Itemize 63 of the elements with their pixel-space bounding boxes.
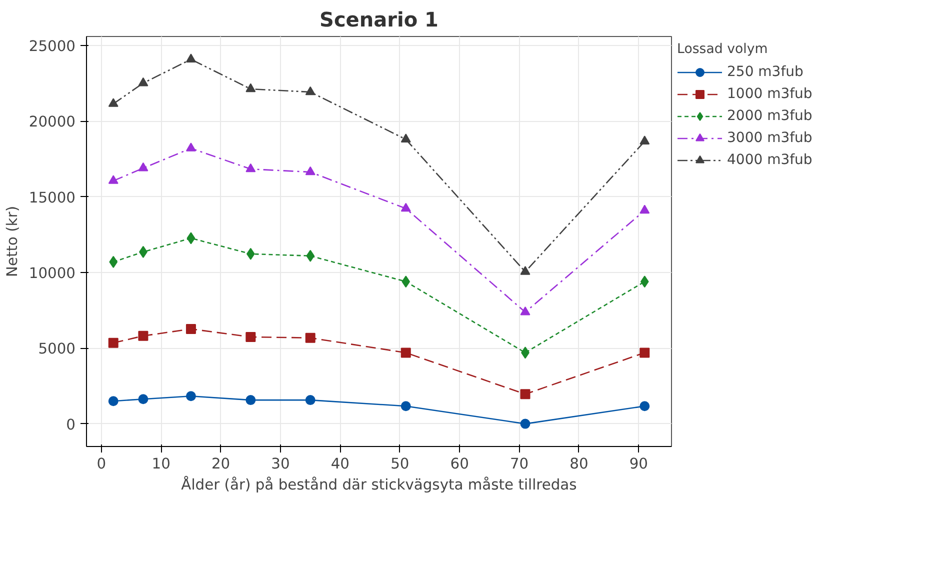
y-tick-label: 10000 bbox=[28, 265, 76, 282]
point bbox=[246, 332, 256, 342]
point bbox=[108, 175, 118, 184]
point bbox=[246, 248, 255, 260]
x-tick-label: 90 bbox=[629, 456, 648, 472]
point bbox=[305, 86, 316, 96]
legend-title: Lossad volym bbox=[677, 42, 769, 57]
point bbox=[246, 163, 256, 172]
point bbox=[246, 395, 256, 406]
y-tick-label: 20000 bbox=[28, 114, 76, 131]
x-tick-label: 50 bbox=[390, 456, 410, 472]
x-tick-label: 60 bbox=[450, 456, 469, 472]
point bbox=[305, 395, 316, 406]
x-tick-label: 40 bbox=[330, 456, 350, 472]
point bbox=[305, 166, 316, 176]
x-tick-label: 0 bbox=[96, 456, 106, 472]
point bbox=[640, 204, 650, 214]
point bbox=[138, 394, 148, 404]
legend-label: 3000 m3fub bbox=[727, 130, 812, 146]
point bbox=[108, 396, 118, 406]
point bbox=[186, 142, 196, 152]
legend-label: 250 m3fub bbox=[727, 64, 804, 80]
y-tick-label: 15000 bbox=[28, 189, 76, 206]
point bbox=[186, 232, 196, 244]
point bbox=[246, 83, 256, 92]
point bbox=[305, 332, 316, 343]
x-tick-label: 70 bbox=[510, 456, 529, 472]
point bbox=[400, 134, 411, 142]
y-tick-label: 5000 bbox=[38, 340, 76, 358]
x-tick-label: 20 bbox=[211, 456, 230, 472]
y-tick-label: 0 bbox=[66, 416, 76, 434]
y-tick-label: 25000 bbox=[28, 38, 76, 56]
point bbox=[138, 330, 148, 341]
y-axis-title: Netto (kr) bbox=[4, 206, 21, 278]
legend-label: 4000 m3fub bbox=[727, 152, 812, 168]
point bbox=[109, 256, 118, 268]
point bbox=[402, 276, 410, 288]
point bbox=[520, 306, 530, 316]
point bbox=[400, 202, 411, 212]
legend-label: 1000 m3fub bbox=[727, 86, 812, 102]
x-tick-label: 10 bbox=[152, 456, 170, 472]
point bbox=[400, 401, 411, 412]
point bbox=[186, 54, 196, 62]
legend-label: 2000 m3fub bbox=[727, 108, 812, 124]
point bbox=[108, 338, 118, 348]
x-tick-label: 30 bbox=[271, 456, 290, 472]
x-tick-label: 80 bbox=[570, 456, 588, 472]
point bbox=[640, 401, 650, 412]
point bbox=[186, 324, 196, 334]
point bbox=[400, 348, 411, 358]
x-axis-title: Ålder (år) på bestånd där stickvägsyta måste tillredas bbox=[181, 476, 577, 494]
point bbox=[520, 418, 530, 429]
point bbox=[640, 276, 649, 288]
point bbox=[640, 136, 650, 144]
point bbox=[108, 98, 118, 107]
point bbox=[186, 391, 196, 402]
point bbox=[138, 77, 148, 86]
point bbox=[520, 266, 530, 275]
chart-title: Scenario 1 bbox=[320, 8, 438, 32]
point bbox=[640, 348, 650, 358]
point bbox=[306, 250, 315, 262]
point bbox=[520, 389, 530, 400]
point bbox=[138, 162, 148, 172]
